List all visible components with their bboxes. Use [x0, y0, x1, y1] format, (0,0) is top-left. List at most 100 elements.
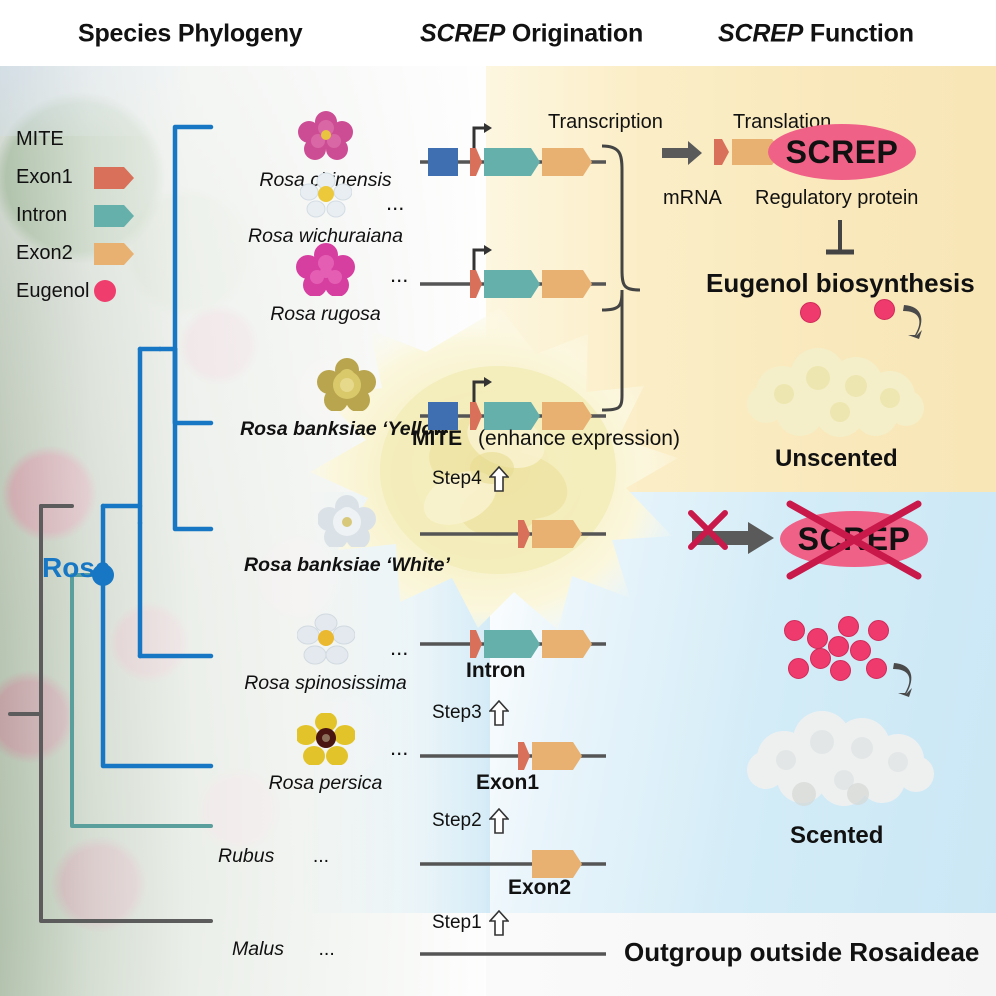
- eugenol-dot: [800, 302, 821, 323]
- exon1-arrow: [470, 270, 482, 298]
- exon2-arrow: [542, 148, 592, 176]
- legend-label-eugenol: Eugenol: [16, 279, 90, 302]
- species-name-rubus: Rubus: [218, 845, 275, 867]
- legend-item-mite: MITE: [16, 120, 134, 158]
- legend-item-exon1: Exon1: [16, 158, 134, 196]
- phylogeny-tree: [8, 124, 214, 923]
- intron-arrow: [484, 148, 540, 176]
- eugenol-dot: [830, 660, 851, 681]
- gene-model-rugosa: [420, 245, 606, 298]
- exon2-swatch: [94, 241, 134, 265]
- gene-model-rubus: [420, 850, 606, 878]
- screp-badge-text: SCREP: [785, 133, 899, 170]
- ellipsis-malus: ...: [318, 938, 335, 960]
- species-name-rosa-banksiae-white: Rosa banksiae ‘White’: [244, 554, 450, 576]
- scent-swirl-icon: [903, 305, 922, 339]
- legend-item-exon2: Exon2: [16, 234, 134, 272]
- step1-label: Step1: [432, 910, 509, 936]
- exon2-arrow: [532, 520, 582, 548]
- eugenol-biosynthesis-label: Eugenol biosynthesis: [706, 268, 975, 298]
- mite-box: [428, 148, 458, 176]
- eugenol-dot: [868, 620, 889, 641]
- transcription-label: Transcription: [548, 111, 663, 133]
- species-malus: Malus ...: [232, 938, 447, 961]
- tss-arrow-icon: [484, 245, 492, 255]
- gene-model-banksiae-yellow: [420, 377, 606, 430]
- legend-label-mite: MITE: [16, 127, 64, 150]
- ellipsis-rubus: ...: [312, 845, 330, 867]
- rose-clade-branches: [100, 124, 214, 769]
- blocked-arrow-icon: [692, 522, 774, 554]
- outgroup-label: Outgroup outside Rosaideae: [624, 937, 980, 967]
- species-rubus: Rubus ...: [218, 845, 433, 868]
- gene-model-banksiae-white: [420, 520, 606, 548]
- ellipsis-rugosa: ...: [390, 262, 409, 287]
- species-rosa-wichuraiana: Rosa wichuraiana ...: [218, 172, 433, 248]
- pink-double-flower-icon: [297, 111, 353, 160]
- title-screp-function: SCREP Function: [718, 20, 914, 49]
- inhibition-bar-icon: [826, 220, 854, 255]
- exon1-arrow: [518, 742, 530, 770]
- step3-label: Step3: [432, 700, 509, 726]
- title-species-phylogeny: Species Phylogeny: [78, 19, 303, 48]
- label-mite: MITE (enhance expression): [412, 427, 680, 450]
- scented-flower-cluster-photo: [747, 711, 934, 806]
- eugenol-dot: [828, 636, 849, 657]
- title-bar: Species Phylogeny SCREP Origination SCRE…: [0, 0, 996, 66]
- transcription-arrow-icon: [662, 141, 702, 165]
- legend-item-intron: Intron: [16, 196, 134, 234]
- exon2-arrow: [532, 850, 582, 878]
- exon1-arrow: [470, 630, 482, 658]
- rose-node-marker: [92, 564, 114, 586]
- up-arrow-outline-icon: [488, 700, 509, 726]
- mite-box: [428, 402, 458, 430]
- scent-swirl-icon: [893, 663, 912, 697]
- step4-label: Step4: [432, 466, 509, 492]
- eugenol-dot: [874, 299, 895, 320]
- exon2-arrow: [542, 402, 592, 430]
- rose-clade-label: Rose: [42, 552, 111, 583]
- up-arrow-outline-icon: [488, 910, 509, 936]
- yellow-double-flower-icon: [317, 358, 376, 412]
- scented-label: Scented: [790, 822, 884, 849]
- ellipsis-wichuraiana: ...: [386, 190, 405, 215]
- mrna-label: mRNA: [663, 187, 722, 209]
- title-screp-origination-rest: Origination: [505, 19, 644, 48]
- species-rosa-spinosissima: Rosa spinosissima ...: [218, 613, 433, 695]
- white-yellow-flower-icon: [299, 172, 352, 218]
- exon1-arrow: [470, 148, 482, 176]
- gene-group-bracket: [601, 144, 641, 412]
- gene-model-chinensis: [420, 123, 606, 176]
- red-cross-icon: [688, 510, 728, 550]
- exon2-arrow: [542, 270, 592, 298]
- species-rosa-persica: Rosa persica ...: [218, 712, 433, 795]
- red-cross-icon: [786, 500, 922, 580]
- up-arrow-outline-icon: [488, 808, 509, 834]
- ellipsis-spinosissima: ...: [390, 635, 409, 660]
- exon1-arrow: [470, 402, 482, 430]
- species-name-rosa-wichuraiana: Rosa wichuraiana: [247, 225, 403, 247]
- species-name-malus: Malus: [232, 938, 285, 960]
- title-screp-function-rest: Function: [803, 19, 914, 48]
- tss-arrow-icon: [484, 123, 492, 133]
- exon1-swatch: [94, 165, 134, 189]
- unscented-label: Unscented: [775, 445, 898, 472]
- intron-arrow: [484, 630, 540, 658]
- white-double-flower-icon: [317, 495, 376, 549]
- eugenol-dot: [850, 640, 871, 661]
- outgroup-branches: [8, 504, 213, 923]
- legend-item-eugenol: Eugenol: [16, 272, 134, 310]
- label-intron: Intron: [466, 659, 526, 682]
- label-mite-note: (enhance expression): [478, 427, 680, 450]
- label-exon1: Exon1: [476, 771, 540, 794]
- species-name-rosa-rugosa: Rosa rugosa: [270, 303, 381, 325]
- legend-label-exon2: Exon2: [16, 241, 73, 264]
- eugenol-dot: [810, 648, 831, 669]
- intron-arrow: [484, 402, 540, 430]
- gene-model-persica: [420, 742, 606, 770]
- eugenol-dot: [866, 658, 887, 679]
- eugenol-dot: [784, 620, 805, 641]
- magenta-double-flower-icon: [295, 243, 355, 297]
- intron-arrow: [484, 270, 540, 298]
- legend-label-exon1: Exon1: [16, 165, 73, 188]
